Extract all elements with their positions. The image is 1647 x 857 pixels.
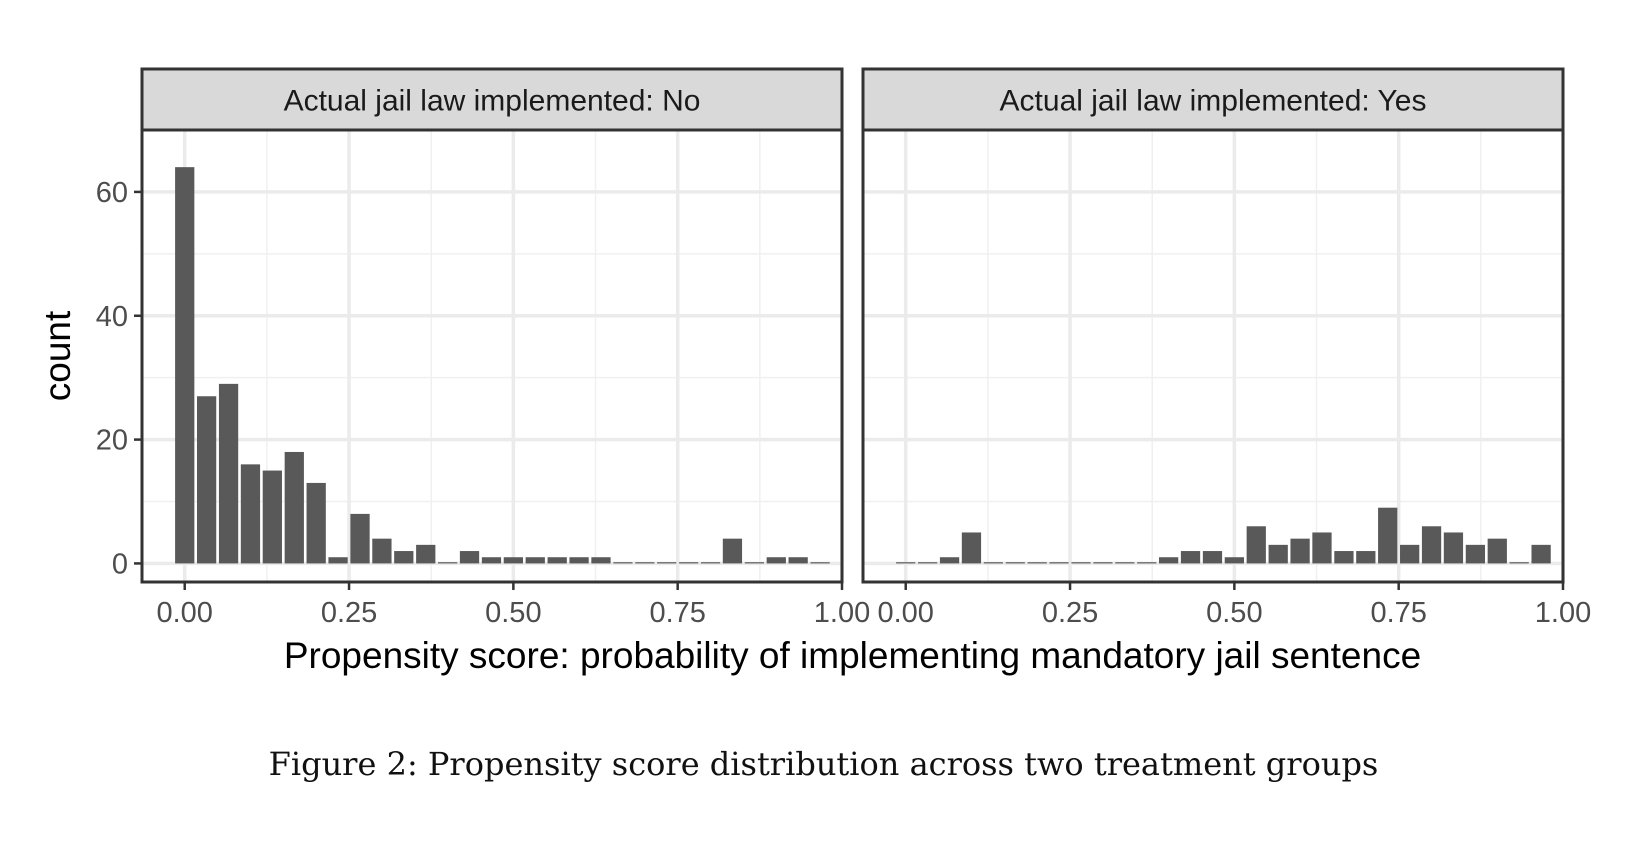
histogram-bar xyxy=(657,562,677,564)
panel-yes: Actual jail law implemented: Yes 0.00 0.25… xyxy=(861,67,1591,629)
histogram-bar xyxy=(1312,532,1332,564)
histogram-bar xyxy=(547,557,567,564)
histogram-bar xyxy=(1465,544,1486,564)
y-tick-label: 20 xyxy=(96,425,128,457)
histogram-bar xyxy=(372,538,392,564)
histogram-bar xyxy=(416,544,436,564)
x-tick-label: 0.00 xyxy=(156,597,212,629)
x-tick-label: 1.00 xyxy=(814,597,870,629)
histogram-bar xyxy=(1115,562,1135,564)
histogram-bar xyxy=(1334,551,1354,564)
histogram-bar xyxy=(240,464,261,564)
histogram-bar xyxy=(1421,526,1442,564)
plot-background xyxy=(863,130,1563,582)
x-tick-label: 1.00 xyxy=(1535,597,1591,629)
histogram-bar xyxy=(284,451,304,564)
histogram-bar xyxy=(1290,538,1310,564)
histogram-bar xyxy=(1356,551,1376,564)
histogram-bar xyxy=(1093,562,1113,564)
histogram-bar xyxy=(569,557,589,564)
histogram-bar xyxy=(810,562,830,564)
histogram-bar xyxy=(613,562,633,564)
y-tick-label: 40 xyxy=(96,301,128,333)
histogram-bar xyxy=(1487,538,1507,564)
facet-strip xyxy=(861,67,1565,132)
histogram-bar xyxy=(438,562,458,564)
x-tick-label: 0.75 xyxy=(649,597,705,629)
histogram-bar xyxy=(1202,551,1223,564)
histogram-bar xyxy=(896,562,916,564)
histogram-bar xyxy=(1071,562,1091,564)
histogram-bar xyxy=(525,557,545,564)
histogram-bar xyxy=(394,551,414,564)
histogram-bar xyxy=(722,538,743,564)
facet-strip-title: Actual jail law implemented: Yes xyxy=(1000,85,1427,118)
histogram-bar xyxy=(1180,551,1201,564)
histogram-bar xyxy=(788,557,808,564)
facet-strip xyxy=(140,67,844,132)
x-tick-label: 0.00 xyxy=(877,597,933,629)
histogram-bar xyxy=(679,562,699,564)
histogram-bar xyxy=(503,557,523,564)
x-tick-label: 0.75 xyxy=(1370,597,1426,629)
x-tick-label: 0.25 xyxy=(1042,597,1098,629)
histogram-bar xyxy=(1137,562,1157,564)
histogram-bar xyxy=(1509,562,1529,564)
histogram-bar xyxy=(744,562,765,564)
histogram-bar xyxy=(939,557,960,564)
histogram-bar xyxy=(591,557,611,564)
histogram-bar xyxy=(1378,507,1398,564)
y-tick-label: 60 xyxy=(96,177,128,209)
histogram-bar xyxy=(917,562,938,564)
histogram-bar xyxy=(1268,544,1288,564)
histogram-bar xyxy=(1159,557,1179,564)
histogram-bar xyxy=(262,470,282,564)
x-tick-label: 0.50 xyxy=(485,597,541,629)
histogram-bar xyxy=(700,562,721,564)
figure-caption: Figure 2: Propensity score distribution … xyxy=(268,745,1379,783)
histogram-bar xyxy=(1224,557,1244,564)
histogram-bar xyxy=(459,551,480,564)
facet-strip-title: Actual jail law implemented: No xyxy=(284,85,701,118)
x-tick-label: 0.25 xyxy=(321,597,377,629)
histogram-bar xyxy=(1246,526,1266,564)
y-axis-title: count xyxy=(37,310,78,401)
panel-no: Actual jail law implemented: No 0.00 0.25 0… xyxy=(96,67,870,629)
y-tick-label: 0 xyxy=(112,548,128,580)
histogram-bar xyxy=(766,557,786,564)
histogram-bar xyxy=(196,396,217,564)
histogram-bar xyxy=(1049,562,1069,564)
histogram-bar xyxy=(481,557,502,564)
histogram-bar xyxy=(350,513,370,564)
histogram-bar xyxy=(1400,544,1420,564)
x-tick-label: 0.50 xyxy=(1206,597,1262,629)
histogram-bar xyxy=(1005,562,1025,564)
histogram-bar xyxy=(983,562,1003,564)
histogram-bar xyxy=(328,557,348,564)
histogram-bar xyxy=(635,562,655,564)
histogram-bar xyxy=(1531,544,1551,564)
histogram-bar xyxy=(218,383,239,564)
histogram-bar xyxy=(306,482,326,564)
histogram-bar xyxy=(175,167,195,564)
histogram-bar xyxy=(961,532,982,564)
histogram-bar xyxy=(1443,532,1464,564)
x-axis-title: Propensity score: probability of impleme… xyxy=(284,635,1421,676)
histogram-bar xyxy=(1027,562,1047,564)
